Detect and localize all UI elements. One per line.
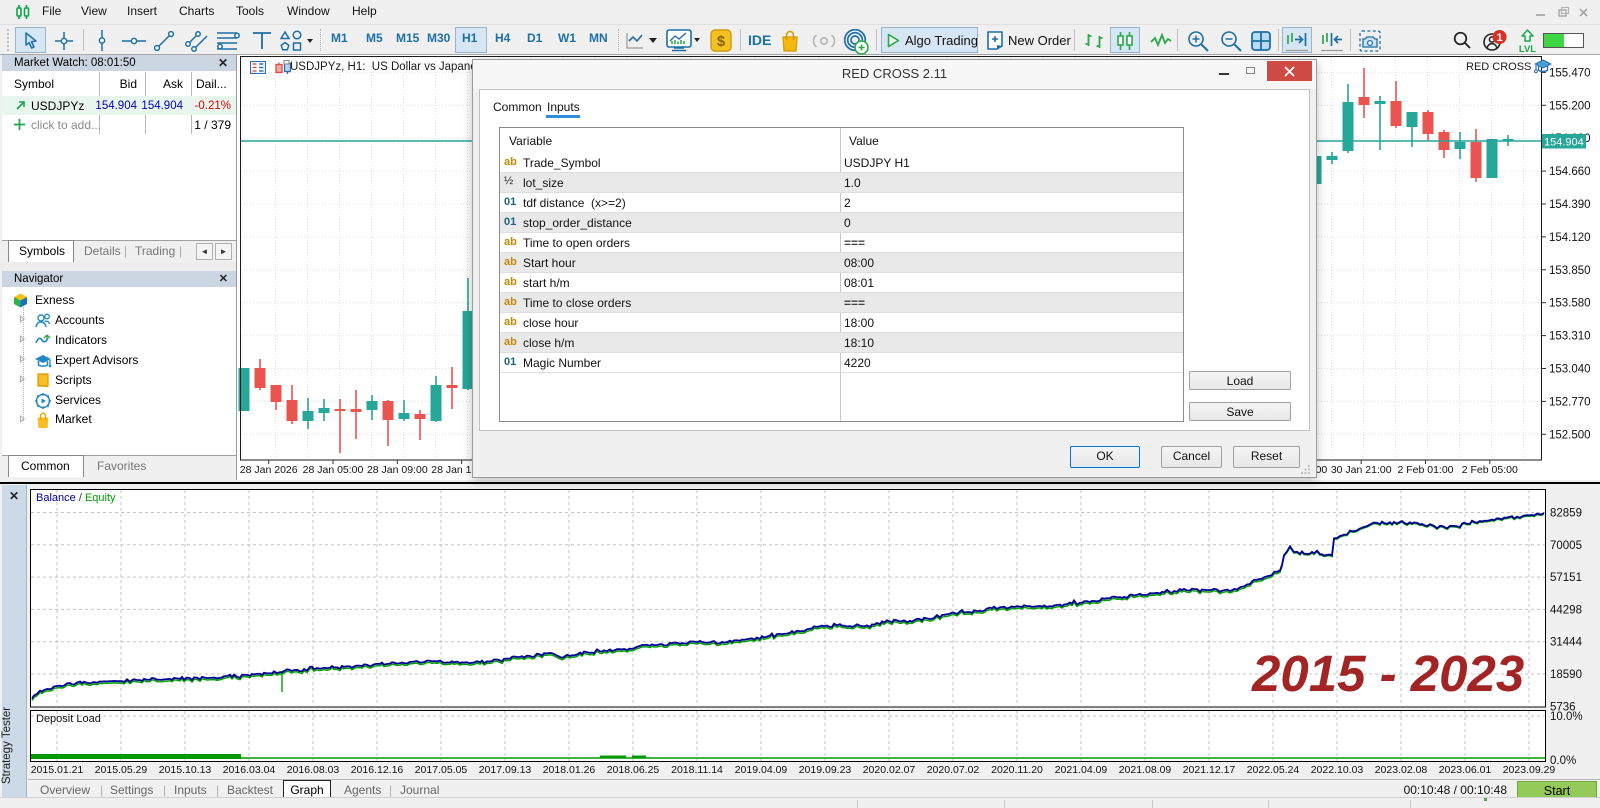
svg-text:5736: 5736 bbox=[1550, 701, 1576, 713]
svg-text:2019.04.09: 2019.04.09 bbox=[735, 764, 788, 776]
svg-text:2022.10.03: 2022.10.03 bbox=[1311, 764, 1364, 776]
svg-text:154.120: 154.120 bbox=[1549, 232, 1591, 244]
svg-text:2021.08.09: 2021.08.09 bbox=[1119, 764, 1172, 776]
svg-text:152.500: 152.500 bbox=[1549, 429, 1591, 441]
svg-text:70005: 70005 bbox=[1550, 540, 1582, 552]
svg-text:153.580: 153.580 bbox=[1549, 298, 1591, 310]
svg-text:155.200: 155.200 bbox=[1549, 100, 1591, 112]
svg-text:2018.11.14: 2018.11.14 bbox=[671, 764, 723, 776]
svg-text:153.040: 153.040 bbox=[1549, 364, 1591, 376]
svg-text:2022.05.24: 2022.05.24 bbox=[1247, 764, 1300, 776]
svg-text:153.310: 153.310 bbox=[1549, 331, 1591, 343]
svg-text:44298: 44298 bbox=[1550, 604, 1582, 616]
svg-text:2015.01.21: 2015.01.21 bbox=[31, 764, 84, 776]
svg-text:2016.08.03: 2016.08.03 bbox=[287, 764, 340, 776]
svg-text:152.770: 152.770 bbox=[1549, 396, 1591, 408]
svg-text:28 Jan 05:00: 28 Jan 05:00 bbox=[303, 464, 364, 476]
svg-text:155.470: 155.470 bbox=[1549, 67, 1591, 79]
svg-text:2015.10.13: 2015.10.13 bbox=[159, 764, 212, 776]
svg-text:2021.12.17: 2021.12.17 bbox=[1183, 764, 1236, 776]
svg-text:2023.02.08: 2023.02.08 bbox=[1375, 764, 1428, 776]
svg-text:30 Jan 21:00: 30 Jan 21:00 bbox=[1331, 464, 1392, 476]
svg-text:57151: 57151 bbox=[1550, 572, 1582, 584]
svg-text:2018.06.25: 2018.06.25 bbox=[607, 764, 660, 776]
svg-text:2016.03.04: 2016.03.04 bbox=[223, 764, 276, 776]
svg-text:2021.04.09: 2021.04.09 bbox=[1055, 764, 1108, 776]
svg-text:2020.07.02: 2020.07.02 bbox=[927, 764, 980, 776]
svg-text:2015.05.29: 2015.05.29 bbox=[95, 764, 148, 776]
svg-text:2023.06.01: 2023.06.01 bbox=[1439, 764, 1492, 776]
svg-text:10.0%: 10.0% bbox=[1550, 711, 1583, 723]
svg-text:2016.12.16: 2016.12.16 bbox=[351, 764, 404, 776]
svg-text:28 Jan 2026: 28 Jan 2026 bbox=[240, 464, 298, 476]
svg-text:2017.09.13: 2017.09.13 bbox=[479, 764, 532, 776]
svg-text:154.904: 154.904 bbox=[1544, 137, 1584, 149]
svg-text:31444: 31444 bbox=[1550, 637, 1583, 649]
svg-text:154.390: 154.390 bbox=[1549, 199, 1591, 211]
svg-text:154.660: 154.660 bbox=[1549, 166, 1591, 178]
svg-text:1: 1 bbox=[1496, 32, 1502, 44]
svg-text:$: $ bbox=[717, 33, 726, 50]
svg-text:2017.05.05: 2017.05.05 bbox=[415, 764, 468, 776]
svg-text:82859: 82859 bbox=[1550, 508, 1582, 520]
svg-text:2019.09.23: 2019.09.23 bbox=[799, 764, 852, 776]
svg-text:28 Jan 09:00: 28 Jan 09:00 bbox=[367, 464, 428, 476]
svg-text:2020.11.20: 2020.11.20 bbox=[991, 764, 1043, 776]
svg-text:2 Feb 05:00: 2 Feb 05:00 bbox=[1462, 464, 1518, 476]
svg-text:2018.01.26: 2018.01.26 bbox=[543, 764, 596, 776]
svg-text:2 Feb 01:00: 2 Feb 01:00 bbox=[1397, 464, 1453, 476]
svg-text:18590: 18590 bbox=[1550, 669, 1582, 681]
svg-text:LVL: LVL bbox=[1519, 44, 1536, 53]
svg-text:2020.02.07: 2020.02.07 bbox=[863, 764, 916, 776]
svg-text:0.0%: 0.0% bbox=[1550, 755, 1576, 767]
svg-text:153.850: 153.850 bbox=[1549, 265, 1591, 277]
svg-text:2023.09.29: 2023.09.29 bbox=[1503, 764, 1556, 776]
